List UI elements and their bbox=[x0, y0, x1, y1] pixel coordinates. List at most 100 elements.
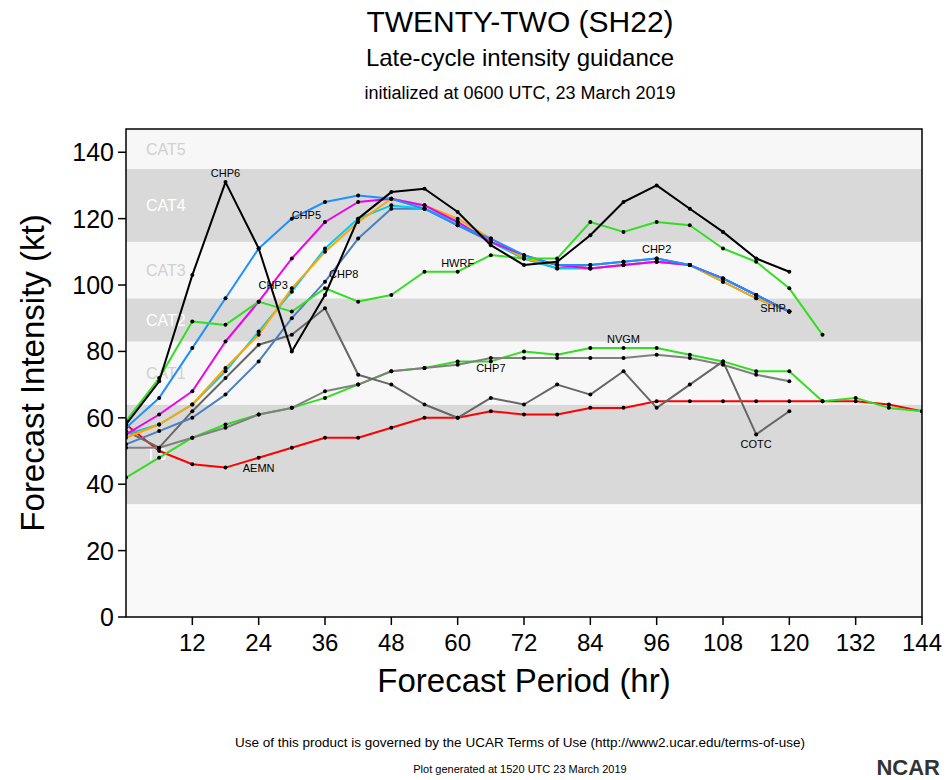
series-label: CHP3 bbox=[258, 279, 287, 291]
y-tick-label: 20 bbox=[86, 537, 114, 565]
point bbox=[555, 412, 559, 416]
point bbox=[157, 422, 161, 426]
point bbox=[854, 396, 858, 400]
point bbox=[489, 356, 493, 360]
point bbox=[257, 456, 261, 460]
point bbox=[224, 466, 228, 470]
point bbox=[157, 379, 161, 383]
point bbox=[456, 416, 460, 420]
point bbox=[622, 346, 626, 350]
point bbox=[787, 286, 791, 290]
series-label: CHP2 bbox=[642, 243, 671, 255]
point bbox=[622, 406, 626, 410]
point bbox=[190, 416, 194, 420]
point bbox=[655, 399, 659, 403]
series-label: CHP8 bbox=[329, 268, 358, 280]
point bbox=[323, 286, 327, 290]
point bbox=[323, 396, 327, 400]
point bbox=[157, 429, 161, 433]
x-tick bbox=[457, 617, 459, 625]
point bbox=[787, 310, 791, 314]
point bbox=[257, 333, 261, 337]
point bbox=[290, 333, 294, 337]
point bbox=[157, 412, 161, 416]
point bbox=[787, 310, 791, 314]
point bbox=[721, 276, 725, 280]
point bbox=[622, 200, 626, 204]
point bbox=[688, 263, 692, 267]
point bbox=[787, 310, 791, 314]
point bbox=[389, 369, 393, 373]
point bbox=[456, 223, 460, 227]
point bbox=[489, 409, 493, 413]
point bbox=[456, 416, 460, 420]
point bbox=[389, 197, 393, 201]
x-tick-label: 72 bbox=[511, 629, 538, 656]
point bbox=[323, 250, 327, 254]
point bbox=[456, 223, 460, 227]
series-line bbox=[126, 209, 789, 445]
x-tick-label: 24 bbox=[245, 629, 272, 656]
series-label: CHP5 bbox=[292, 209, 321, 221]
point bbox=[389, 293, 393, 297]
plot-frame bbox=[126, 129, 922, 617]
point bbox=[157, 446, 161, 450]
point bbox=[389, 426, 393, 430]
series-line bbox=[126, 182, 789, 424]
y-tick bbox=[118, 483, 126, 485]
point bbox=[787, 310, 791, 314]
point bbox=[157, 446, 161, 450]
y-tick bbox=[118, 550, 126, 552]
generated-note: Plot generated at 1520 UTC 23 March 2019 bbox=[413, 763, 626, 775]
point bbox=[290, 406, 294, 410]
y-tick bbox=[118, 351, 126, 353]
x-tick-label: 36 bbox=[312, 629, 339, 656]
point bbox=[821, 399, 825, 403]
point bbox=[588, 356, 592, 360]
point bbox=[257, 343, 261, 347]
point bbox=[555, 356, 559, 360]
series-line bbox=[126, 205, 789, 434]
point bbox=[356, 436, 360, 440]
point bbox=[688, 263, 692, 267]
point bbox=[688, 263, 692, 267]
point bbox=[622, 356, 626, 360]
series-label: CHP7 bbox=[476, 362, 505, 374]
y-tick-label: 140 bbox=[72, 138, 114, 166]
series-line bbox=[126, 348, 922, 478]
point bbox=[787, 369, 791, 373]
point bbox=[787, 409, 791, 413]
series-label: CHP6 bbox=[211, 167, 240, 179]
series-line bbox=[126, 222, 823, 421]
point bbox=[887, 406, 891, 410]
point bbox=[224, 366, 228, 370]
point bbox=[655, 183, 659, 187]
series-line bbox=[126, 199, 789, 435]
point bbox=[622, 230, 626, 234]
point bbox=[190, 409, 194, 413]
x-tick-label: 96 bbox=[643, 629, 670, 656]
x-tick bbox=[722, 617, 724, 625]
point bbox=[224, 426, 228, 430]
point bbox=[456, 210, 460, 214]
point bbox=[257, 300, 261, 304]
title: TWENTY-TWO (SH22) bbox=[366, 5, 673, 38]
point bbox=[157, 422, 161, 426]
y-tick bbox=[118, 151, 126, 153]
y-tick-label: 120 bbox=[72, 205, 114, 233]
x-tick bbox=[590, 617, 592, 625]
point bbox=[688, 356, 692, 360]
point bbox=[356, 383, 360, 387]
point bbox=[323, 389, 327, 393]
point bbox=[821, 333, 825, 337]
x-tick-label: 132 bbox=[836, 629, 876, 656]
point bbox=[356, 383, 360, 387]
point bbox=[323, 200, 327, 204]
x-tick-label: 48 bbox=[378, 629, 405, 656]
point bbox=[456, 363, 460, 367]
point bbox=[190, 436, 194, 440]
point bbox=[290, 286, 294, 290]
point bbox=[489, 237, 493, 241]
point bbox=[754, 399, 758, 403]
band-label: CAT5 bbox=[146, 141, 186, 158]
